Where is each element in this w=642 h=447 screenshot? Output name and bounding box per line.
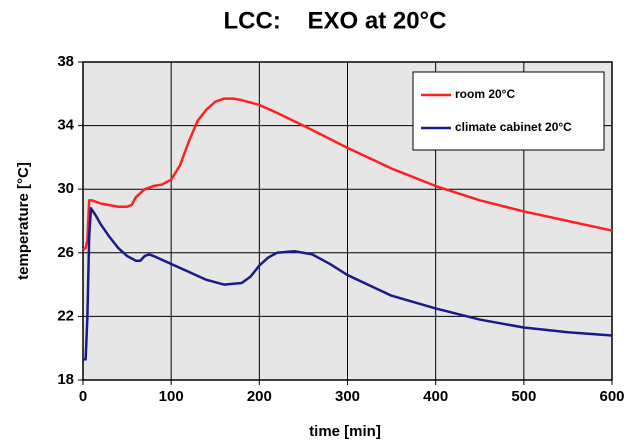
x-tick-label: 300: [335, 388, 360, 405]
x-tick-label: 400: [423, 388, 448, 405]
x-tick-label: 100: [159, 388, 184, 405]
y-tick-label: 38: [57, 53, 74, 70]
legend-label: climate cabinet 20°C: [455, 120, 572, 134]
plot-border: [82, 61, 613, 381]
x-tick-label: 200: [247, 388, 272, 405]
y-tick-label: 26: [57, 244, 74, 261]
y-tick-label: 34: [57, 117, 74, 134]
series-line: [83, 207, 613, 361]
x-tick-label: 500: [511, 388, 536, 405]
x-tick-label: 600: [599, 388, 624, 405]
series-line: [82, 97, 613, 251]
y-tick-label: 30: [57, 180, 74, 197]
x-axis-label: time [min]: [309, 423, 381, 440]
legend-box: [412, 71, 605, 151]
x-tick-label: 0: [79, 388, 87, 405]
legend-label: room 20°C: [455, 87, 515, 101]
chart-title: LCC: EXO at 20°C: [224, 7, 447, 34]
y-axis-label: temperature [°C]: [15, 162, 32, 280]
y-tick-label: 18: [57, 371, 74, 388]
y-tick-label: 22: [57, 307, 74, 324]
